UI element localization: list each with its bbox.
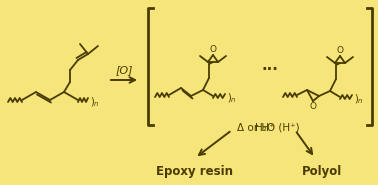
Text: ...: ... <box>262 58 279 73</box>
Text: Δ or H⁺: Δ or H⁺ <box>237 123 275 133</box>
Text: H₂O (H⁺): H₂O (H⁺) <box>255 123 300 133</box>
Text: Epoxy resin: Epoxy resin <box>156 166 234 179</box>
Text: $)_n$: $)_n$ <box>354 92 364 106</box>
Text: O: O <box>310 102 316 111</box>
Text: O: O <box>336 46 344 55</box>
Text: $)_n$: $)_n$ <box>90 95 100 109</box>
Text: $)_n$: $)_n$ <box>227 91 237 105</box>
Text: Polyol: Polyol <box>302 166 342 179</box>
Text: [O]: [O] <box>115 65 133 75</box>
Text: O: O <box>209 45 217 54</box>
